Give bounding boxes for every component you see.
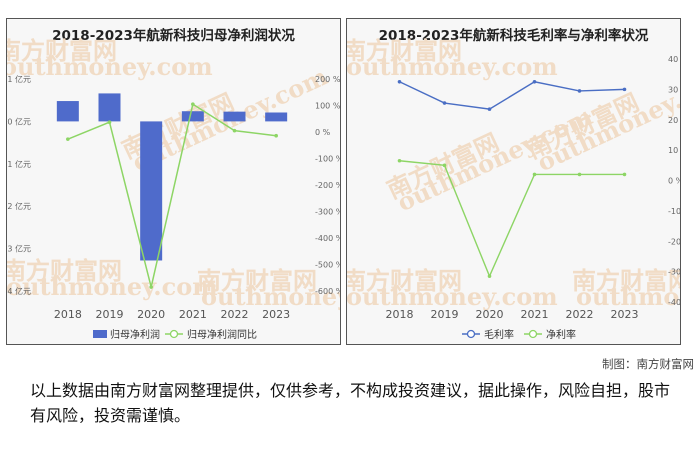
bar-2020 [140,121,163,261]
series-point-1-2019 [442,163,447,168]
x-tick: 2021 [179,308,207,321]
disclaimer-text: 以上数据由南方财富网整理提供，仅供参考，不构成投资建议，据此操作，风险自担，股市… [30,381,671,425]
y-tick: 30 % [668,85,680,94]
y-tick-right: -400 % [315,234,340,243]
series-line-1 [399,160,625,278]
watermark: 南方财富网 [7,36,117,65]
x-tick: 2022 [566,308,594,321]
watermark-sub: outhmoney.com [201,282,340,311]
series-point-0-2019 [442,101,447,105]
legend-swatch-marker [466,329,476,339]
x-tick: 2022 [221,308,249,321]
chart-title: 2018-2023年航新科技归母净利润状况 [52,28,295,44]
watermark-sub: outhmoney.com [347,52,558,81]
x-tick: 2020 [137,308,165,321]
y-tick-left: -4 亿元 [7,286,31,296]
y-tick: 40 % [668,55,680,64]
legend-label: 归母净利润 [110,328,160,341]
bar-2019 [98,93,121,122]
legend-label: 归母净利润同比 [187,328,257,341]
watermark: 南方财富网 [347,266,462,295]
watermark: 南方财富网 [347,36,462,65]
y-tick: 10 % [668,146,680,155]
series-point-1-2021 [532,172,537,177]
series-point-1-2022 [577,172,582,177]
net-profit-chart: 南方财富网outhmoney.com南方财富网outhmoney.com南方财富… [7,36,340,341]
watermark-sub: outhmoney.com [7,272,218,301]
net-profit-chart-panel: 2018-2023年航新科技归母净利润状况 南方财富网 outhmoney.com… [6,18,341,345]
series-point-0-2021 [532,79,537,84]
series-point-0-2020 [487,107,492,111]
y-tick: 0 % [668,177,680,186]
legend-swatch-marker [528,329,538,339]
bar-2021 [181,111,204,122]
watermark-sub: outhmoney.com [576,282,680,311]
chart-title: 2018-2023年航新科技毛利率与净利率状况 [378,28,649,44]
watermark-sub: outhmoney.com [347,282,558,311]
x-tick: 2019 [96,308,124,321]
x-tick: 2023 [611,308,639,321]
x-tick: 2018 [386,308,414,321]
y-tick: -10 % [668,207,680,216]
y-tick-right: -200 % [315,181,340,190]
watermark: 南方财富网 [7,256,122,285]
yoy-point-2020 [149,285,153,289]
x-tick: 2018 [54,308,82,321]
series-point-1-2018 [397,158,402,163]
legend-label: 净利率 [546,328,576,341]
y-tick: 20 % [668,116,680,125]
x-tick: 2021 [521,308,549,321]
bar-2018 [56,101,79,122]
yoy-line [67,102,277,288]
watermark-sub: outhmoney.com [7,52,213,81]
series-point-0-2018 [397,79,402,84]
y-tick: -30 % [668,268,680,277]
y-tick-right: -100 % [315,155,340,164]
x-tick: 2019 [431,308,459,321]
margin-chart: 南方财富网outhmoney.com南方财富网outhmoney.com南方财富… [347,36,680,341]
bar-2022 [223,111,246,122]
y-tick-right: 100 % [315,102,340,111]
series-point-1-2023 [622,172,627,177]
y-tick-right: 0 % [315,128,331,137]
y-tick-left: 1 亿元 [7,74,31,84]
yoy-point-2022 [232,128,237,133]
legend-swatch-marker [169,329,179,339]
margin-chart-panel: 2018-2023年航新科技毛利率与净利率状况 南方财富网 outhmoney.c… [346,18,681,345]
yoy-point-2019 [107,120,112,124]
watermark: 南方财富网 [197,266,317,295]
y-tick-right: -500 % [315,261,340,270]
y-tick-right: -600 % [315,287,340,296]
y-tick: -20 % [668,237,680,246]
y-tick-right: 200 % [315,75,340,84]
legend-swatch-bar [93,330,107,338]
bar-2023 [265,112,288,122]
yoy-point-2021 [191,102,195,106]
yoy-point-2018 [66,137,70,141]
y-tick-left: 0 亿元 [7,116,31,126]
y-tick: -40 % [668,298,680,307]
series-line-0 [399,81,625,110]
series-point-0-2022 [577,89,582,93]
x-tick: 2020 [476,308,504,321]
yoy-point-2023 [274,133,278,138]
y-tick-right: -300 % [315,208,340,217]
y-tick-left: -1 亿元 [7,159,31,169]
watermark: 南方财富网 [572,266,680,295]
x-tick: 2023 [262,308,290,321]
source-label: 制图：南方财富网 [602,357,694,371]
series-point-1-2020 [487,274,492,278]
y-tick-left: -3 亿元 [7,244,31,254]
legend-label: 毛利率 [484,328,514,341]
series-point-0-2023 [622,87,627,92]
y-tick-left: -2 亿元 [7,201,31,211]
